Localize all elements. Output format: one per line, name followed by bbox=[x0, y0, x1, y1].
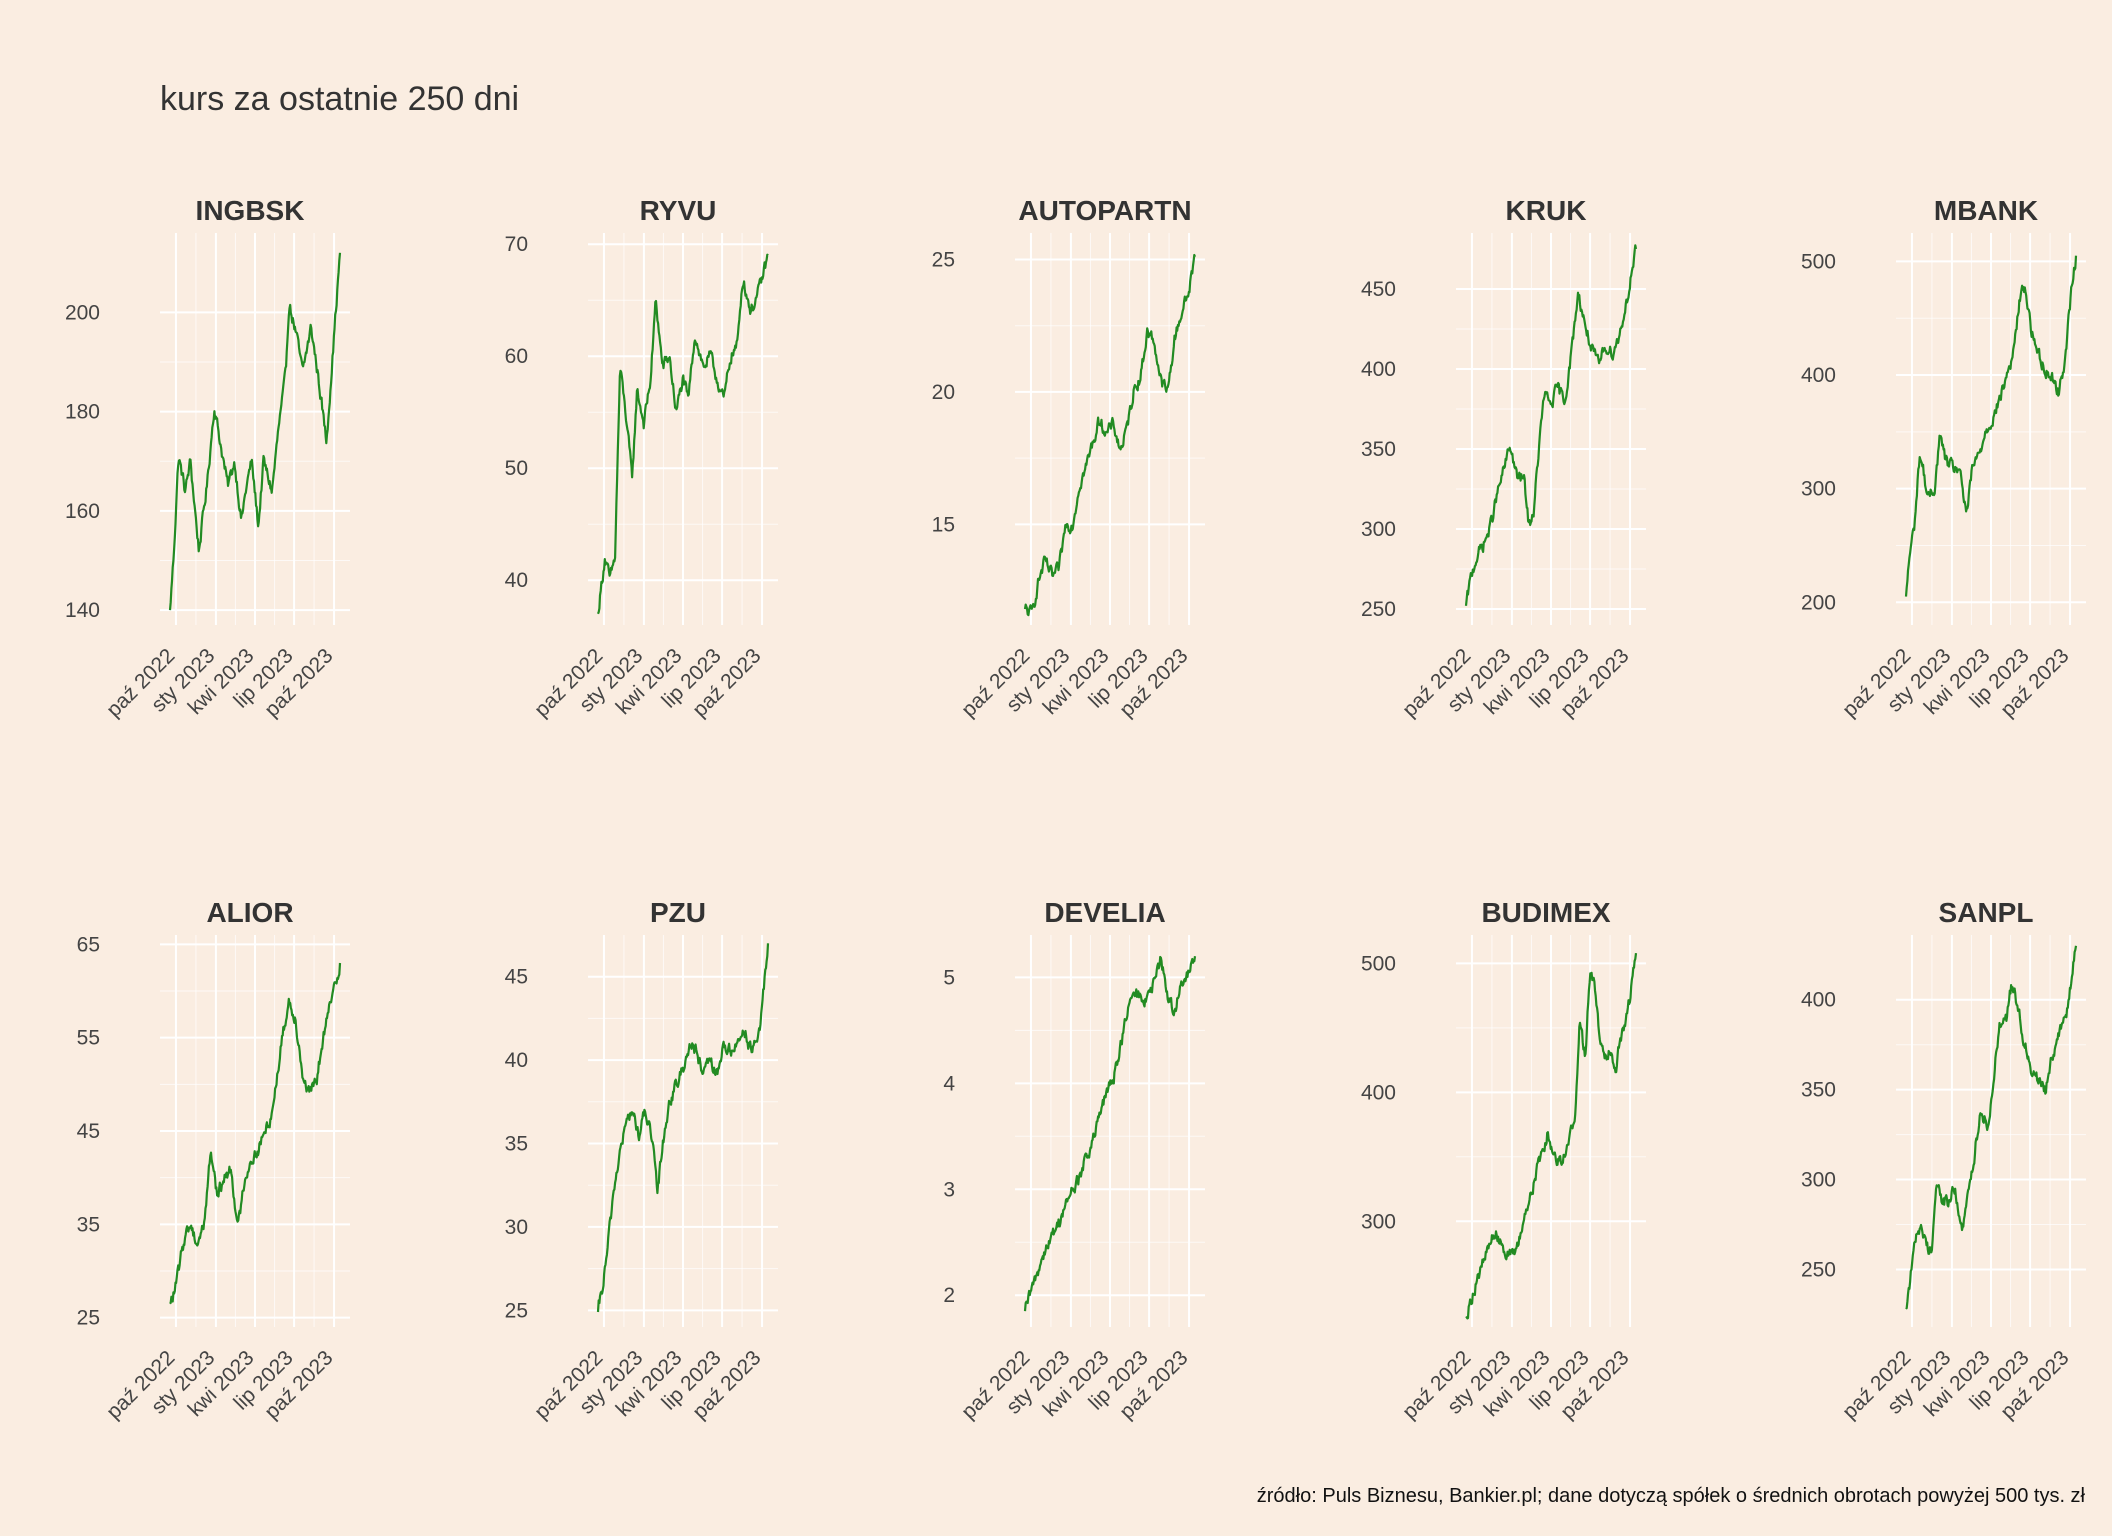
y-tick-label: 35 bbox=[77, 1213, 100, 1236]
y-tick-label: 400 bbox=[1801, 364, 1836, 387]
panel-title: ALIOR bbox=[206, 897, 293, 928]
y-tick-label: 140 bbox=[65, 599, 100, 622]
y-tick-label: 350 bbox=[1361, 438, 1396, 461]
y-tick-label: 5 bbox=[943, 966, 955, 989]
y-tick-label: 30 bbox=[505, 1216, 528, 1239]
y-tick-label: 20 bbox=[932, 381, 955, 404]
y-tick-label: 400 bbox=[1361, 1081, 1396, 1104]
price-line bbox=[1023, 253, 1197, 617]
y-tick-label: 300 bbox=[1361, 518, 1396, 541]
price-line bbox=[1905, 945, 2078, 1310]
price-line bbox=[1465, 952, 1638, 1320]
panel-title: INGBSK bbox=[196, 195, 305, 226]
y-tick-label: 25 bbox=[505, 1299, 528, 1322]
y-tick-label: 40 bbox=[505, 1049, 528, 1072]
panel-title: MBANK bbox=[1934, 195, 2038, 226]
y-tick-label: 35 bbox=[505, 1133, 528, 1156]
panel-title: PZU bbox=[650, 897, 706, 928]
y-tick-label: 250 bbox=[1361, 598, 1396, 621]
y-tick-label: 70 bbox=[505, 233, 528, 256]
y-tick-label: 500 bbox=[1361, 952, 1396, 975]
y-tick-label: 65 bbox=[77, 933, 100, 956]
y-tick-label: 45 bbox=[77, 1120, 100, 1143]
y-tick-label: 3 bbox=[943, 1178, 955, 1201]
y-tick-label: 60 bbox=[505, 345, 528, 368]
page-title: kurs za ostatnie 250 dni bbox=[160, 80, 519, 118]
y-tick-label: 250 bbox=[1801, 1258, 1836, 1281]
price-line bbox=[1023, 955, 1197, 1312]
source-caption: źródło: Puls Biznesu, Bankier.pl; dane d… bbox=[1257, 1485, 2086, 1507]
y-tick-label: 350 bbox=[1801, 1079, 1836, 1102]
y-tick-label: 300 bbox=[1801, 478, 1836, 501]
panel-title: SANPL bbox=[1939, 897, 2034, 928]
y-tick-label: 200 bbox=[65, 301, 100, 324]
y-tick-label: 200 bbox=[1801, 591, 1836, 614]
y-tick-label: 400 bbox=[1801, 989, 1836, 1012]
panel-title: AUTOPARTN bbox=[1018, 195, 1191, 226]
y-tick-label: 4 bbox=[943, 1072, 955, 1095]
y-tick-label: 500 bbox=[1801, 250, 1836, 273]
price-line bbox=[596, 943, 770, 1313]
price-line bbox=[596, 253, 769, 615]
y-tick-label: 450 bbox=[1361, 278, 1396, 301]
y-tick-label: 50 bbox=[505, 457, 528, 480]
price-line bbox=[1464, 244, 1638, 606]
y-tick-label: 300 bbox=[1801, 1169, 1836, 1192]
y-tick-label: 15 bbox=[932, 513, 955, 536]
y-tick-label: 40 bbox=[505, 569, 528, 592]
y-tick-label: 180 bbox=[65, 401, 100, 424]
price-line bbox=[1904, 255, 2078, 597]
y-tick-label: 300 bbox=[1361, 1210, 1396, 1233]
panel-title: DEVELIA bbox=[1044, 897, 1165, 928]
panel-title: RYVU bbox=[640, 195, 717, 226]
y-tick-label: 2 bbox=[943, 1284, 955, 1307]
y-tick-label: 45 bbox=[505, 966, 528, 989]
y-tick-label: 25 bbox=[932, 248, 955, 271]
y-tick-label: 160 bbox=[65, 500, 100, 523]
y-tick-label: 400 bbox=[1361, 358, 1396, 381]
panel-title: KRUK bbox=[1506, 195, 1587, 226]
price-line bbox=[168, 252, 342, 611]
y-tick-label: 25 bbox=[77, 1307, 100, 1330]
price-line bbox=[169, 962, 342, 1305]
y-tick-label: 55 bbox=[77, 1027, 100, 1050]
panel-title: BUDIMEX bbox=[1481, 897, 1610, 928]
